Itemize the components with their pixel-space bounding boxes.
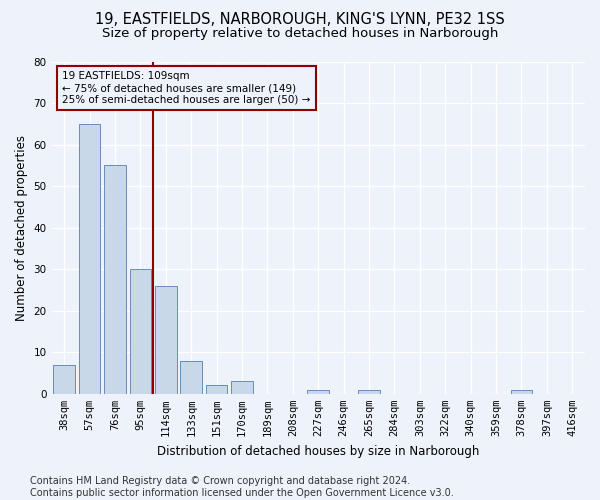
X-axis label: Distribution of detached houses by size in Narborough: Distribution of detached houses by size … [157, 444, 479, 458]
Text: 19, EASTFIELDS, NARBOROUGH, KING'S LYNN, PE32 1SS: 19, EASTFIELDS, NARBOROUGH, KING'S LYNN,… [95, 12, 505, 28]
Bar [130, 269, 151, 394]
Bar [307, 390, 329, 394]
Bar [53, 364, 75, 394]
Y-axis label: Number of detached properties: Number of detached properties [15, 134, 28, 320]
Text: Contains HM Land Registry data © Crown copyright and database right 2024.
Contai: Contains HM Land Registry data © Crown c… [30, 476, 454, 498]
Bar [104, 166, 126, 394]
Bar [511, 390, 532, 394]
Bar [358, 390, 380, 394]
Bar [231, 382, 253, 394]
Bar [79, 124, 100, 394]
Bar [181, 360, 202, 394]
Text: Size of property relative to detached houses in Narborough: Size of property relative to detached ho… [102, 28, 498, 40]
Bar [155, 286, 176, 394]
Text: 19 EASTFIELDS: 109sqm
← 75% of detached houses are smaller (149)
25% of semi-det: 19 EASTFIELDS: 109sqm ← 75% of detached … [62, 72, 311, 104]
Bar [206, 386, 227, 394]
